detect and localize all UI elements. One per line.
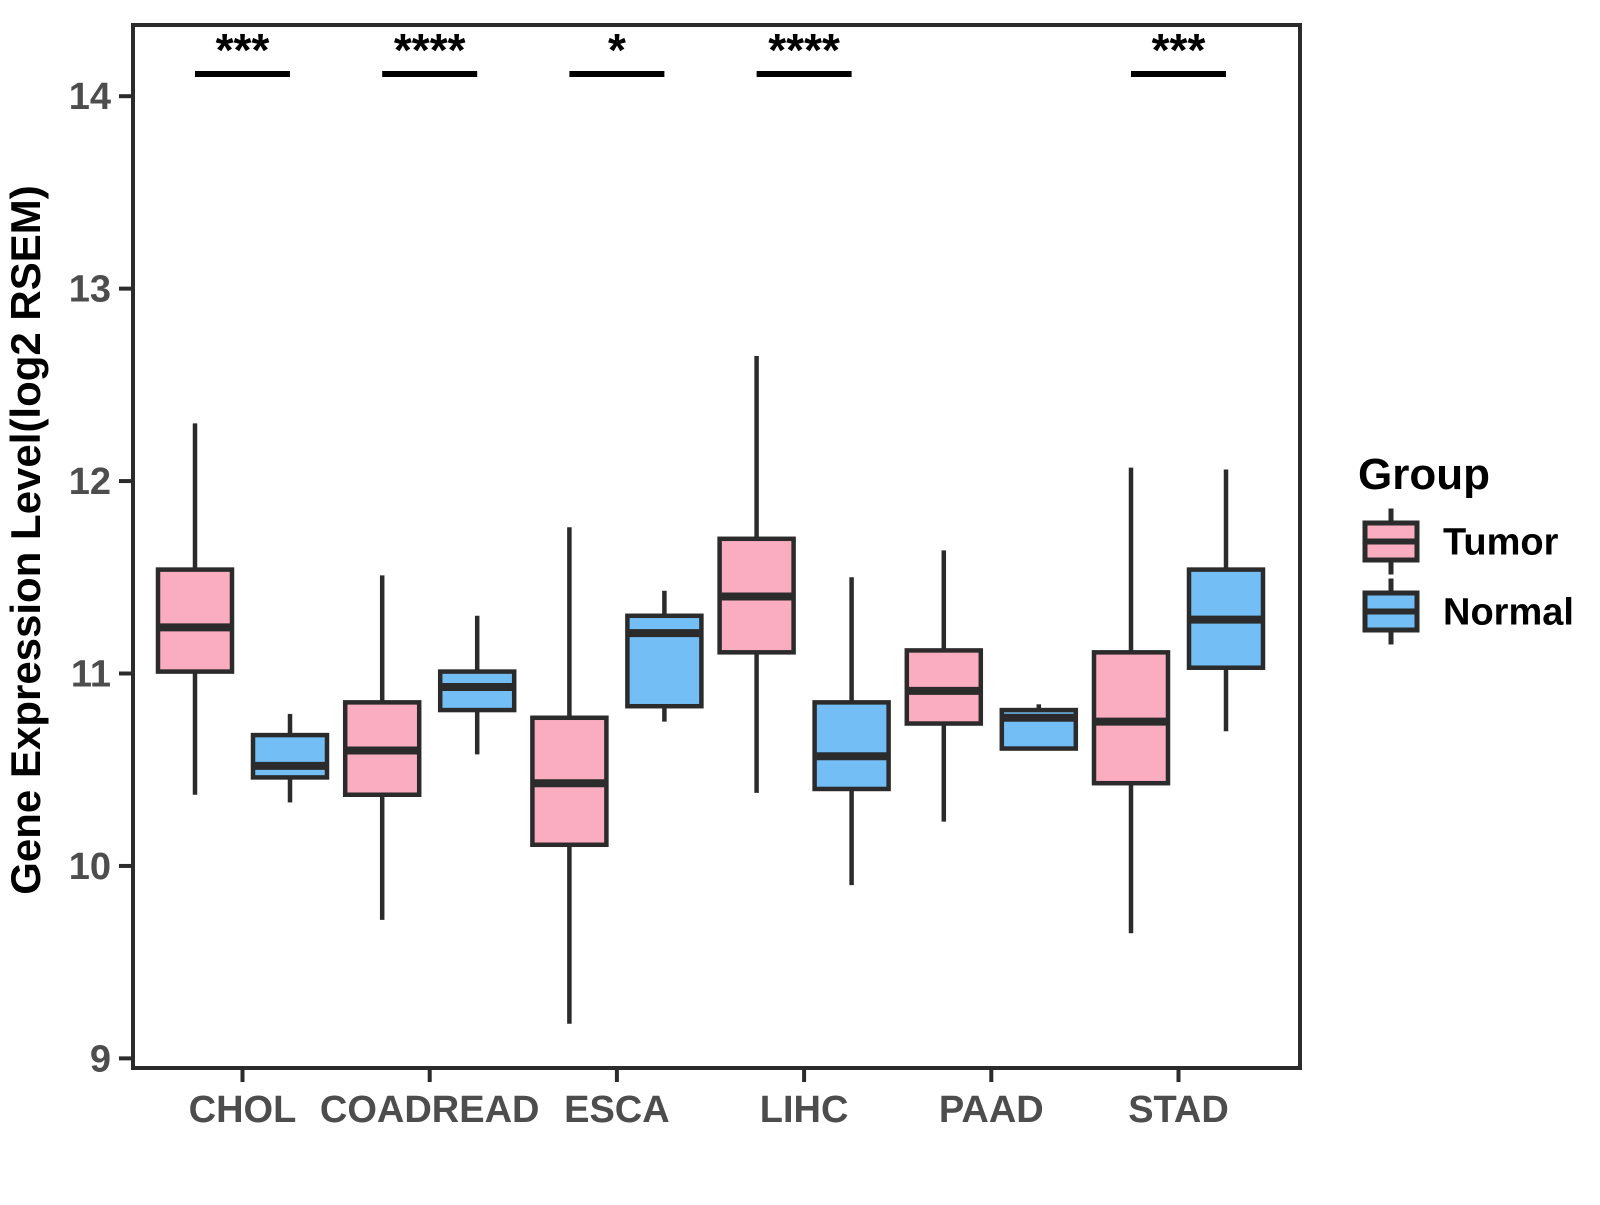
significance-stars: *** [216,24,270,76]
boxplot-normal-COADREAD [437,615,517,755]
y-axis-tick-label: 10 [69,846,111,888]
boxplot-normal-LIHC [812,577,891,886]
significance-stars: **** [768,24,840,76]
legend-item-label: Tumor [1443,522,1559,564]
boxplot-tumor-ESCA [530,527,609,1024]
y-axis-tick-label: 14 [69,76,111,118]
boxplot-tumor-CHOL [155,423,235,795]
significance-stars: **** [394,24,466,76]
significance-stars: *** [1152,24,1206,76]
boxplot-normal-CHOL [250,713,330,803]
boxplot-normal-STAD [1186,469,1266,732]
legend-key-tumor [1362,508,1420,575]
x-axis-category-label: ESCA [564,1089,670,1131]
x-axis-category-label: PAAD [939,1089,1044,1131]
iqr-box [812,700,891,792]
legend-key-normal [1362,578,1420,645]
x-axis-category-label: STAD [1128,1089,1229,1131]
x-axis-category-label: COADREAD [320,1089,540,1131]
legend-title: Group [1358,450,1490,499]
iqr-box [155,567,235,674]
x-axis-category-label: LIHC [760,1089,849,1131]
boxplot-tumor-LIHC [717,355,796,793]
panel-border [131,23,1302,1070]
y-axis-tick-label: 12 [69,461,111,503]
boxplot-tumor-PAAD [904,550,984,822]
boxplot-tumor-STAD [1091,467,1171,934]
boxplot-tumor-COADREAD [342,575,422,920]
iqr-box [250,732,330,780]
y-axis-tick-label: 11 [71,654,111,696]
y-axis-title: Gene Expression Level(log2 RSEM) [2,185,49,895]
boxplot-normal-PAAD [999,704,1079,751]
legend-item-label: Normal [1443,592,1574,634]
y-axis-tick-label: 9 [90,1038,111,1080]
y-axis-tick-label: 13 [69,269,111,311]
boxplot-normal-ESCA [625,590,704,722]
significance-stars: * [608,24,626,76]
x-axis-category-label: CHOL [189,1089,297,1131]
